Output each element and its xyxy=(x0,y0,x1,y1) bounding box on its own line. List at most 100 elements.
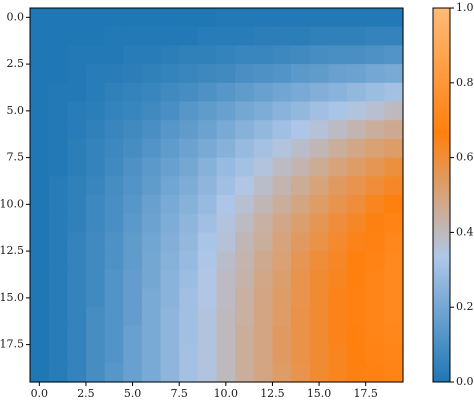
heatmap-cell xyxy=(105,64,124,83)
heatmap-cell xyxy=(123,83,142,102)
x-tick-label: 12.5 xyxy=(260,387,285,400)
heatmap-cell xyxy=(254,120,273,139)
heatmap-cell xyxy=(123,289,142,308)
heatmap-cell xyxy=(384,45,403,64)
heatmap-cell xyxy=(347,64,366,83)
heatmap-cell xyxy=(328,232,347,251)
colorbar-tick-label: 0.2 xyxy=(456,300,474,313)
heatmap-cell xyxy=(179,120,198,139)
heatmap-cell xyxy=(67,270,86,289)
heatmap-cell xyxy=(30,363,49,382)
heatmap-cell xyxy=(142,176,161,195)
heatmap-cell xyxy=(310,307,329,326)
heatmap-cell xyxy=(217,139,236,158)
heatmap-cell xyxy=(105,102,124,121)
heatmap-cell xyxy=(384,326,403,345)
heatmap-cell xyxy=(366,102,385,121)
heatmap-cell xyxy=(105,232,124,251)
heatmap-cell xyxy=(347,251,366,270)
heatmap-cell xyxy=(142,139,161,158)
heatmap-cell xyxy=(105,307,124,326)
heatmap-cell xyxy=(272,176,291,195)
heatmap-cell xyxy=(291,45,310,64)
heatmap-cell xyxy=(310,45,329,64)
heatmap-cell xyxy=(310,83,329,102)
heatmap-cell xyxy=(235,363,254,382)
heatmap-cell xyxy=(30,289,49,308)
heatmap-cell xyxy=(384,158,403,177)
heatmap-cell xyxy=(123,158,142,177)
heatmap-cell xyxy=(105,83,124,102)
heatmap-cell xyxy=(67,307,86,326)
heatmap-cell xyxy=(86,158,105,177)
heatmap-cell xyxy=(105,139,124,158)
heatmap-cell xyxy=(347,102,366,121)
heatmap-cell xyxy=(30,102,49,121)
heatmap-cell xyxy=(291,363,310,382)
heatmap-cell xyxy=(347,363,366,382)
heatmap-cell xyxy=(179,251,198,270)
heatmap-cell xyxy=(142,326,161,345)
colorbar-bar xyxy=(433,8,450,382)
heatmap-cell xyxy=(328,363,347,382)
heatmap-cell xyxy=(328,8,347,27)
heatmap-cell xyxy=(86,8,105,27)
heatmap-cell xyxy=(179,195,198,214)
heatmap-cell xyxy=(272,8,291,27)
heatmap-cell xyxy=(347,326,366,345)
heatmap-cell xyxy=(198,289,217,308)
heatmap-cell xyxy=(254,195,273,214)
heatmap-cell xyxy=(86,176,105,195)
heatmap-cell xyxy=(254,64,273,83)
heatmap-cell xyxy=(328,251,347,270)
heatmap-cell xyxy=(198,27,217,46)
x-tick-label: 17.5 xyxy=(353,387,378,400)
heatmap-cell xyxy=(161,345,180,364)
heatmap-cell xyxy=(235,158,254,177)
heatmap-cell xyxy=(254,307,273,326)
y-tick-label: 10.0 xyxy=(0,197,24,210)
heatmap-cell xyxy=(328,45,347,64)
heatmap-cell xyxy=(384,139,403,158)
heatmap-cell xyxy=(30,214,49,233)
colorbar-tick-label: 1.0 xyxy=(456,1,474,14)
heatmap-cell xyxy=(291,251,310,270)
heatmap-cell xyxy=(291,345,310,364)
heatmap-cell xyxy=(161,139,180,158)
heatmap-cell xyxy=(347,158,366,177)
heatmap-cell xyxy=(347,139,366,158)
heatmap-cell xyxy=(30,307,49,326)
heatmap-cell xyxy=(123,214,142,233)
heatmap-cell xyxy=(161,158,180,177)
heatmap-cell xyxy=(105,270,124,289)
heatmap-cell xyxy=(310,120,329,139)
heatmap-cell xyxy=(142,158,161,177)
heatmap-cell xyxy=(105,289,124,308)
heatmap-cell xyxy=(198,158,217,177)
heatmap-cell xyxy=(161,64,180,83)
heatmap-cell xyxy=(254,45,273,64)
heatmap-cell xyxy=(105,45,124,64)
heatmap-cell xyxy=(384,307,403,326)
heatmap-cell xyxy=(310,195,329,214)
heatmap-cell xyxy=(123,326,142,345)
heatmap-cell xyxy=(142,64,161,83)
heatmap-cell xyxy=(86,289,105,308)
heatmap-cell xyxy=(142,214,161,233)
heatmap-cell xyxy=(328,270,347,289)
heatmap-cell xyxy=(235,270,254,289)
heatmap-cell xyxy=(272,251,291,270)
heatmap-cell xyxy=(310,102,329,121)
heatmap-cell xyxy=(198,195,217,214)
x-tick-label: 10.0 xyxy=(214,387,239,400)
heatmap-cell xyxy=(291,232,310,251)
heatmap-cell xyxy=(235,326,254,345)
heatmap-cell xyxy=(217,8,236,27)
heatmap-cell xyxy=(272,345,291,364)
y-tick-label: 7.5 xyxy=(7,151,25,164)
heatmap-cell xyxy=(384,64,403,83)
heatmap-cell xyxy=(49,158,68,177)
heatmap-cell xyxy=(384,289,403,308)
heatmap-cell xyxy=(49,8,68,27)
heatmap-cell xyxy=(105,195,124,214)
